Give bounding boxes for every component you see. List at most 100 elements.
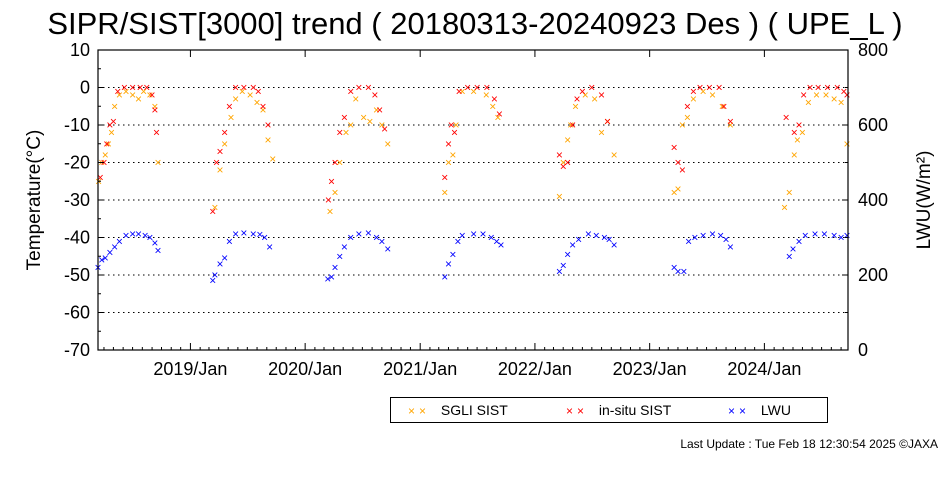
- data-point: ×: [598, 126, 605, 140]
- data-point: ×: [213, 156, 220, 170]
- y-axis-label: Temperature(°C): [24, 130, 45, 271]
- data-point: ×: [838, 96, 845, 110]
- data-point: ×: [373, 231, 380, 245]
- y2-axis-label: LWU(W/m²): [914, 151, 935, 250]
- data-point: ×: [709, 227, 716, 241]
- data-point: ×: [381, 122, 388, 136]
- data-point: ×: [221, 126, 228, 140]
- data-point: ×: [690, 92, 697, 106]
- data-point: ×: [795, 234, 802, 248]
- data-point: ×: [727, 118, 734, 132]
- data-point: ×: [556, 189, 563, 203]
- data-point: ×: [674, 264, 681, 278]
- data-point: ×: [384, 137, 391, 151]
- data-point: ×: [121, 81, 128, 95]
- data-point: ×: [795, 118, 802, 132]
- data-point: ×: [560, 156, 567, 170]
- y-tick-label: -70: [64, 340, 90, 360]
- data-point: ×: [451, 126, 458, 140]
- data-point: ×: [588, 81, 595, 95]
- data-point: ×: [341, 111, 348, 125]
- data-point: ×: [216, 144, 223, 158]
- data-point: ×: [366, 114, 373, 128]
- data-point: ×: [720, 99, 727, 113]
- data-point: ×: [601, 231, 608, 245]
- data-point: ×: [98, 253, 105, 267]
- data-point: ×: [260, 103, 267, 117]
- data-point: ×: [674, 156, 681, 170]
- data-point: ×: [352, 92, 359, 106]
- legend-item-insitu-sist: ×× in-situ SIST: [559, 398, 671, 422]
- data-point: ×: [679, 163, 686, 177]
- axes: 10 0 -10 -20 -30 -40 -50 -60 -70 800 600 400 200 0 201…: [24, 40, 935, 379]
- data-point: ×: [717, 229, 724, 243]
- data-point: ×: [114, 84, 121, 98]
- data-point: ×: [569, 118, 576, 132]
- data-point: ×: [221, 137, 228, 151]
- legend: ×× SGLI SIST ×× in-situ SIST ×× LWU: [390, 397, 828, 423]
- data-point: ×: [371, 88, 378, 102]
- data-point: ×: [140, 84, 147, 98]
- data-point: ×: [226, 234, 233, 248]
- data-point: ×: [116, 88, 123, 102]
- data-point: ×: [365, 81, 372, 95]
- data-point: ×: [111, 240, 118, 254]
- data-point: ×: [324, 272, 331, 286]
- data-point: ×: [266, 240, 273, 254]
- data-point: ×: [373, 103, 380, 117]
- data-point: ×: [719, 99, 726, 113]
- data-point: ×: [567, 118, 574, 132]
- data-point: ×: [799, 126, 806, 140]
- y2-tick-label: 600: [858, 115, 888, 135]
- legend-label-lwu: LWU: [760, 402, 791, 418]
- y-tick-label: -10: [64, 115, 90, 135]
- legend-label-insitu-sist: in-situ SIST: [598, 402, 672, 418]
- data-point: ×: [97, 171, 104, 185]
- data-point: ×: [360, 111, 367, 125]
- data-point: ×: [786, 186, 793, 200]
- data-point: ×: [696, 81, 703, 95]
- data-point: ×: [355, 227, 362, 241]
- data-point: ×: [326, 204, 333, 218]
- data-point: ×: [155, 244, 162, 258]
- legend-marker-lwu: ××: [727, 404, 750, 418]
- data-point: ×: [250, 227, 257, 241]
- data-point: ×: [791, 148, 798, 162]
- data-point: ×: [794, 133, 801, 147]
- data-point: ×: [149, 88, 156, 102]
- data-point: ×: [579, 84, 586, 98]
- data-point: ×: [103, 137, 110, 151]
- data-point: ×: [226, 99, 233, 113]
- data-point: ×: [684, 99, 691, 113]
- data-point: ×: [265, 133, 272, 147]
- data-point: ×: [574, 92, 581, 106]
- data-point: ×: [221, 251, 228, 265]
- data-point: ×: [325, 193, 332, 207]
- data-point: ×: [255, 84, 262, 98]
- data-point: ×: [572, 99, 579, 113]
- data-point: ×: [604, 114, 611, 128]
- data-point: ×: [155, 156, 162, 170]
- data-point: ×: [844, 88, 851, 102]
- data-point: ×: [813, 88, 820, 102]
- data-point: ×: [347, 84, 354, 98]
- data-point: ×: [489, 99, 496, 113]
- data-point: ×: [593, 229, 600, 243]
- data-point: ×: [789, 242, 796, 256]
- data-point: ×: [671, 261, 678, 275]
- data-point: ×: [564, 156, 571, 170]
- data-point: ×: [445, 156, 452, 170]
- data-point: ×: [709, 88, 716, 102]
- data-point: ×: [723, 232, 730, 246]
- data-point: ×: [384, 242, 391, 256]
- data-point: ×: [611, 148, 618, 162]
- y2-tick-label: 200: [858, 265, 888, 285]
- y-tick-label: -30: [64, 190, 90, 210]
- y-tick-label: -60: [64, 303, 90, 323]
- data-point: ×: [674, 182, 681, 196]
- legend-label-sgli-sist: SGLI SIST: [440, 402, 508, 418]
- data-point: ×: [700, 229, 707, 243]
- data-point: ×: [575, 232, 582, 246]
- x-tick-label: 2021/Jan: [383, 359, 457, 379]
- data-point: ×: [106, 246, 113, 260]
